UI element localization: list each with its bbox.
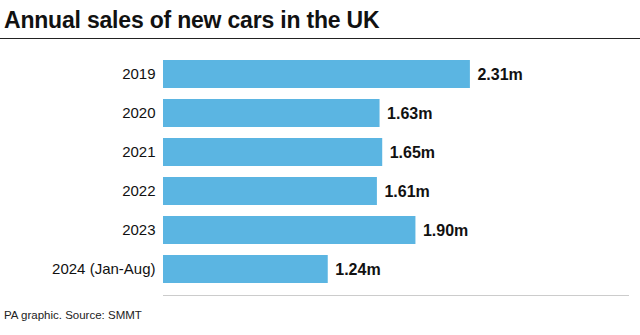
- svg-text:1.90m: 1.90m: [423, 222, 468, 239]
- svg-text:2020: 2020: [122, 104, 155, 121]
- svg-text:1.61m: 1.61m: [384, 183, 429, 200]
- svg-text:2023: 2023: [122, 221, 155, 238]
- html-text:PA graphic. Source: SMMT: PA graphic. Source: SMMT: [4, 309, 142, 321]
- html-text:Annual sales of new cars in th: Annual sales of new cars in the UK: [4, 7, 380, 33]
- svg-text:1.65m: 1.65m: [390, 144, 435, 161]
- svg-text:1.63m: 1.63m: [387, 105, 432, 122]
- svg-text:2022: 2022: [122, 182, 155, 199]
- svg-text:2021: 2021: [122, 143, 155, 160]
- svg-text:1.24m: 1.24m: [335, 261, 380, 278]
- svg-text:2019: 2019: [122, 65, 155, 82]
- svg-text:2.31m: 2.31m: [477, 66, 522, 83]
- svg-text:2024 (Jan-Aug): 2024 (Jan-Aug): [52, 260, 155, 277]
